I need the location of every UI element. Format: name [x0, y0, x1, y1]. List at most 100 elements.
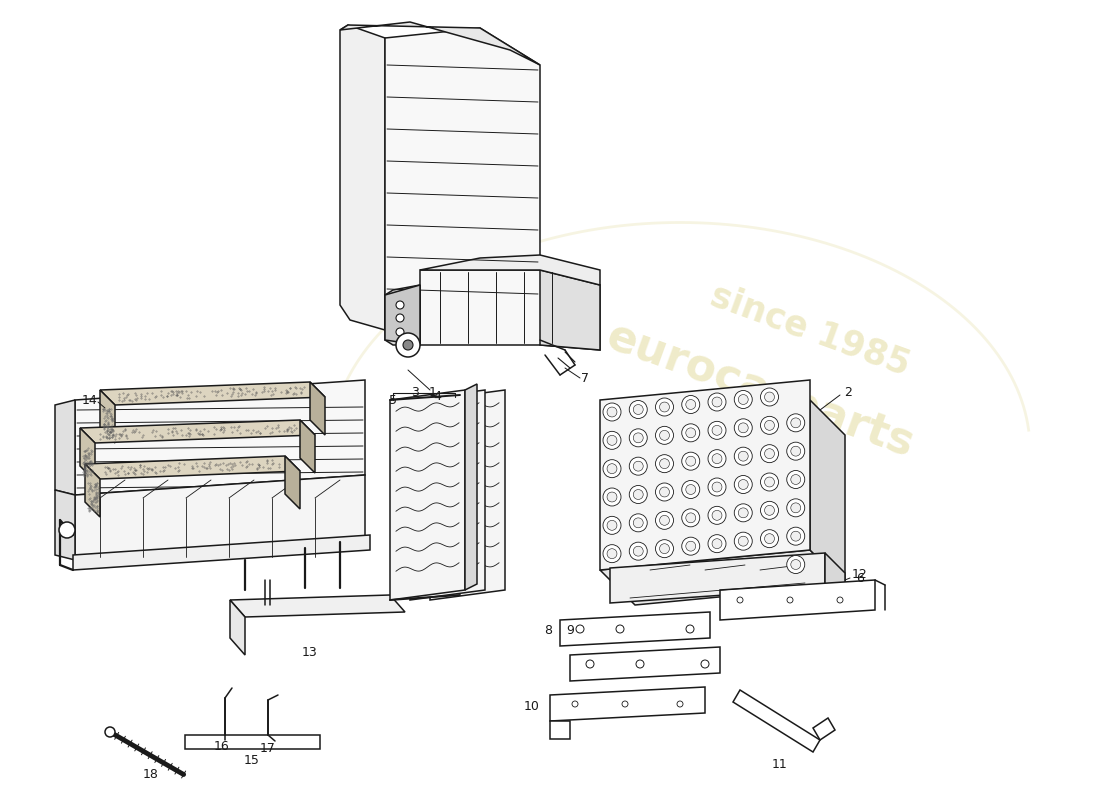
- Circle shape: [786, 527, 805, 545]
- Circle shape: [603, 488, 622, 506]
- Polygon shape: [410, 390, 485, 600]
- Circle shape: [396, 333, 420, 357]
- Circle shape: [656, 511, 673, 530]
- Circle shape: [685, 513, 695, 522]
- Circle shape: [660, 515, 670, 526]
- Circle shape: [708, 506, 726, 524]
- Circle shape: [104, 727, 116, 737]
- Text: 14: 14: [82, 394, 98, 406]
- Text: eurocarparts: eurocarparts: [601, 314, 920, 466]
- Circle shape: [786, 442, 805, 460]
- Circle shape: [738, 536, 748, 546]
- Circle shape: [656, 483, 673, 501]
- Text: 15: 15: [244, 754, 260, 767]
- Text: 2: 2: [844, 386, 851, 398]
- Text: 4: 4: [433, 390, 441, 403]
- Circle shape: [735, 390, 752, 409]
- Circle shape: [712, 426, 722, 435]
- Circle shape: [403, 340, 412, 350]
- Circle shape: [682, 481, 700, 498]
- Polygon shape: [420, 255, 600, 285]
- Circle shape: [607, 464, 617, 474]
- Circle shape: [576, 625, 584, 633]
- Polygon shape: [340, 25, 385, 330]
- Circle shape: [660, 487, 670, 497]
- Text: 16: 16: [214, 741, 230, 754]
- Polygon shape: [825, 553, 845, 608]
- Text: 5: 5: [389, 394, 397, 407]
- Polygon shape: [80, 428, 95, 481]
- Polygon shape: [385, 28, 540, 330]
- Circle shape: [603, 545, 622, 562]
- Circle shape: [607, 407, 617, 417]
- Polygon shape: [600, 380, 810, 570]
- Polygon shape: [100, 382, 324, 405]
- Circle shape: [738, 394, 748, 405]
- Polygon shape: [813, 718, 835, 740]
- Circle shape: [735, 532, 752, 550]
- Circle shape: [708, 534, 726, 553]
- Circle shape: [572, 701, 578, 707]
- Circle shape: [738, 451, 748, 461]
- Circle shape: [685, 542, 695, 551]
- Circle shape: [735, 504, 752, 522]
- Circle shape: [607, 492, 617, 502]
- Circle shape: [786, 470, 805, 489]
- Circle shape: [682, 537, 700, 555]
- Circle shape: [634, 405, 643, 414]
- Polygon shape: [733, 690, 820, 752]
- Circle shape: [712, 454, 722, 464]
- Text: 6: 6: [856, 571, 864, 585]
- Polygon shape: [55, 490, 75, 560]
- Circle shape: [634, 462, 643, 471]
- Circle shape: [636, 660, 644, 668]
- Polygon shape: [75, 475, 365, 560]
- Circle shape: [59, 522, 75, 538]
- Polygon shape: [570, 647, 721, 681]
- Circle shape: [685, 399, 695, 410]
- Circle shape: [656, 398, 673, 416]
- Circle shape: [660, 458, 670, 469]
- Circle shape: [660, 430, 670, 440]
- Circle shape: [764, 534, 774, 544]
- Circle shape: [764, 477, 774, 487]
- Polygon shape: [285, 456, 300, 509]
- Circle shape: [616, 625, 624, 633]
- Circle shape: [760, 388, 779, 406]
- Circle shape: [791, 446, 801, 456]
- Circle shape: [712, 397, 722, 407]
- Circle shape: [760, 416, 779, 434]
- Text: 18: 18: [143, 767, 158, 781]
- Circle shape: [656, 454, 673, 473]
- Circle shape: [634, 490, 643, 499]
- Circle shape: [786, 597, 793, 603]
- Polygon shape: [55, 400, 75, 495]
- Polygon shape: [230, 595, 405, 617]
- Circle shape: [791, 531, 801, 541]
- Circle shape: [682, 509, 700, 527]
- Circle shape: [786, 414, 805, 432]
- Circle shape: [764, 392, 774, 402]
- Polygon shape: [310, 382, 324, 435]
- Circle shape: [760, 473, 779, 491]
- Circle shape: [712, 510, 722, 520]
- Circle shape: [791, 418, 801, 428]
- Circle shape: [708, 422, 726, 439]
- Text: 11: 11: [772, 758, 788, 771]
- Circle shape: [764, 420, 774, 430]
- Circle shape: [791, 559, 801, 570]
- Circle shape: [701, 660, 710, 668]
- Polygon shape: [550, 687, 705, 721]
- Polygon shape: [550, 721, 570, 739]
- Circle shape: [764, 506, 774, 515]
- Polygon shape: [300, 420, 315, 473]
- Circle shape: [760, 445, 779, 462]
- Circle shape: [735, 475, 752, 494]
- Circle shape: [396, 328, 404, 336]
- Polygon shape: [420, 270, 600, 350]
- Circle shape: [607, 549, 617, 558]
- Text: 8: 8: [544, 623, 552, 637]
- Polygon shape: [85, 456, 300, 479]
- Circle shape: [629, 542, 647, 560]
- Text: 12: 12: [852, 569, 868, 582]
